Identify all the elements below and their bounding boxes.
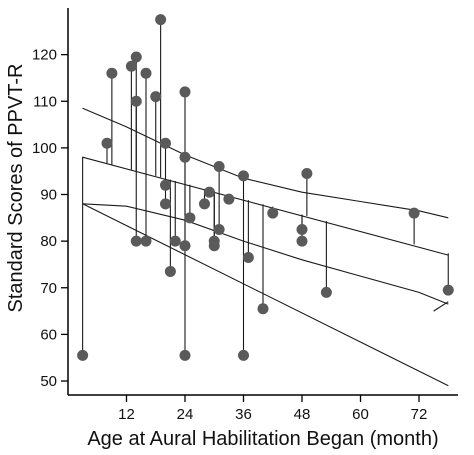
data-point — [164, 265, 176, 277]
data-point — [203, 186, 215, 198]
x-tick-label: 48 — [294, 406, 311, 423]
fit-lines — [82, 107, 449, 387]
fit-line — [82, 156, 449, 256]
data-point — [130, 51, 142, 63]
data-point — [442, 284, 454, 296]
data-point — [160, 137, 171, 149]
data-point — [184, 212, 196, 224]
lower-curve — [82, 203, 449, 305]
data-point — [106, 67, 118, 79]
x-tick-label: 60 — [352, 406, 369, 423]
data-point — [125, 60, 137, 72]
data-point — [130, 95, 142, 107]
y-tick-label: 110 — [33, 93, 57, 110]
data-point — [77, 349, 89, 361]
x-axis-title: Age at Aural Habilitation Began (month) — [87, 428, 438, 450]
data-point — [179, 86, 191, 98]
data-point — [179, 151, 191, 163]
data-point — [238, 170, 249, 182]
y-tick-label: 80 — [40, 233, 57, 250]
data-point — [155, 14, 167, 26]
data-point — [150, 91, 162, 103]
data-point — [320, 286, 332, 298]
data-point — [169, 235, 181, 247]
data-point — [213, 223, 225, 235]
data-point — [140, 235, 152, 247]
data-point — [213, 161, 225, 173]
upper-curve — [82, 107, 449, 219]
data-point — [160, 198, 171, 210]
data-point — [301, 168, 313, 180]
data-point — [296, 235, 308, 247]
data-point — [242, 251, 254, 263]
data-point — [199, 198, 210, 210]
data-point — [130, 235, 142, 247]
y-tick-label: 90 — [40, 187, 57, 204]
x-tick-label: 12 — [118, 406, 135, 423]
data-point — [179, 349, 191, 361]
y-axis-title: Standard Scores of PPVT-R — [5, 63, 27, 312]
data-point — [238, 349, 249, 361]
y-tick-label: 70 — [40, 280, 57, 297]
data-point — [223, 193, 235, 205]
y-tick-label: 50 — [40, 373, 57, 390]
x-tick-label: 24 — [177, 406, 194, 423]
y-tick-label: 120 — [32, 47, 57, 64]
tail-hook — [433, 301, 449, 312]
data-point — [267, 207, 279, 219]
x-tick-label: 36 — [235, 406, 252, 423]
x-axis-ticks: 12 24 36 48 60 72 — [118, 395, 427, 423]
y-tick-label: 100 — [32, 140, 57, 157]
data-point — [208, 240, 220, 252]
data-point — [257, 303, 269, 315]
data-point — [160, 179, 171, 191]
data-point — [408, 207, 420, 219]
data-point — [296, 223, 308, 235]
axes — [67, 8, 458, 396]
y-axis-ticks: 50 60 70 80 90 100 110 120 — [32, 47, 68, 390]
data-point — [140, 67, 152, 79]
data-points — [77, 14, 454, 361]
data-point — [101, 137, 113, 149]
y-tick-label: 60 — [40, 326, 57, 343]
lower-line — [82, 203, 449, 387]
data-point — [179, 240, 191, 252]
x-tick-label: 72 — [411, 406, 428, 423]
